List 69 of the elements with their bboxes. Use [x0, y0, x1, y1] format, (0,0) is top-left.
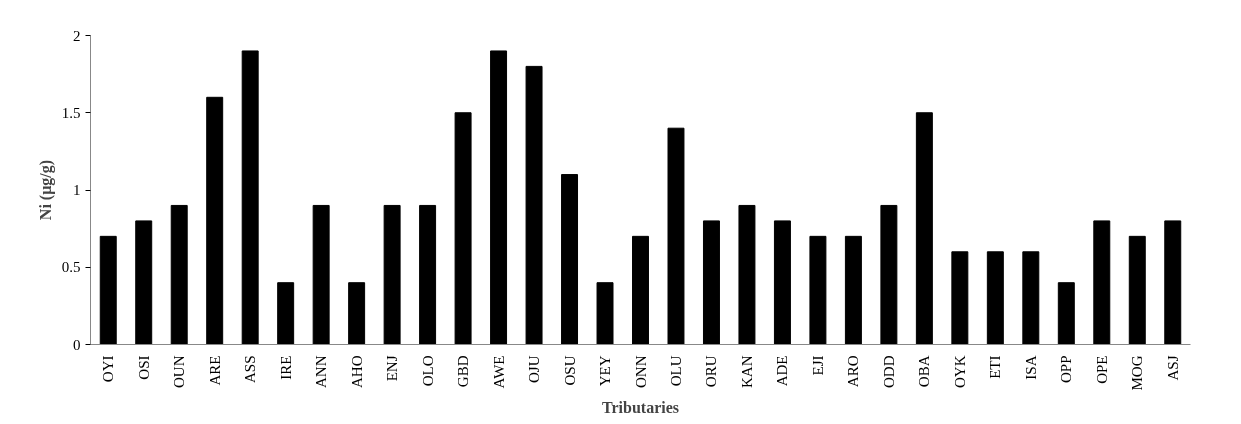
x-tick-label: GBD [455, 355, 472, 388]
bar [1164, 220, 1182, 345]
x-tick-label: OBA [916, 355, 933, 388]
x-tick-label: ENJ [384, 355, 401, 382]
y-tick-label: 1 [73, 182, 81, 198]
bar [348, 282, 366, 345]
bar [596, 282, 614, 345]
bar [383, 204, 401, 345]
x-tick-label: KAN [738, 355, 755, 388]
x-tick-label: OYI [100, 355, 117, 383]
bar [312, 204, 330, 345]
bar [206, 96, 224, 345]
x-tick-label: ETI [987, 355, 1004, 379]
x-tick-label: ARO [845, 355, 862, 388]
x-tick-label: ASJ [1164, 355, 1181, 381]
x-tick-label: OSU [561, 355, 578, 386]
x-tick-label: OPP [1058, 355, 1075, 384]
bar [738, 204, 756, 345]
x-tick-label: ONN [632, 355, 649, 388]
x-tick-label: ISA [1022, 355, 1039, 380]
bar [915, 112, 933, 345]
x-tick-label: OSI [135, 355, 152, 380]
bar [1022, 251, 1040, 345]
x-tick-label: OYK [951, 355, 968, 388]
bar [880, 204, 898, 345]
bar [135, 220, 153, 345]
bar [951, 251, 969, 345]
x-tick-label: ODD [880, 355, 897, 388]
bar [277, 282, 295, 345]
y-tick-label: 2 [73, 27, 81, 44]
y-tick-label: 0 [73, 336, 81, 353]
x-tick-label: ORU [703, 355, 720, 388]
x-tick-label: ADE [774, 355, 791, 387]
bar [986, 251, 1004, 345]
bar [702, 220, 720, 345]
x-tick-label: OPE [1093, 355, 1110, 384]
bar [1128, 235, 1146, 345]
y-tick-label: 0.5 [61, 259, 81, 276]
x-tick-label: OLO [419, 355, 436, 387]
bar [241, 50, 259, 345]
x-tick-label: MOG [1129, 355, 1146, 391]
x-tick-label: IRE [277, 355, 294, 380]
x-tick-label: YEY [597, 355, 614, 387]
x-tick-label: OLU [667, 355, 684, 387]
x-tick-label: OUN [171, 355, 188, 388]
bar [454, 112, 472, 345]
x-tick-label: ANN [313, 355, 330, 388]
x-tick-label: AWE [490, 355, 507, 389]
bar [844, 235, 862, 345]
x-tick-label: EJI [809, 355, 826, 376]
x-tick-label: OJU [526, 355, 543, 383]
bar [170, 204, 188, 345]
x-tick-label: ARE [206, 355, 223, 386]
x-tick-label: AHO [348, 355, 365, 388]
bar [1093, 220, 1111, 345]
x-tick-label: ASS [242, 355, 259, 384]
y-tick-label: 1.5 [61, 104, 81, 121]
bar [809, 235, 827, 345]
x-axis-title: Tributaries [601, 398, 680, 416]
bar [773, 220, 791, 345]
bar [667, 127, 685, 345]
y-axis-title: Ni (µg/g) [36, 159, 55, 221]
bar [419, 204, 437, 345]
bar [561, 174, 579, 345]
bar [99, 235, 117, 345]
bar [525, 65, 543, 345]
bar [490, 50, 508, 345]
bar [632, 235, 649, 345]
bar [1057, 282, 1075, 345]
